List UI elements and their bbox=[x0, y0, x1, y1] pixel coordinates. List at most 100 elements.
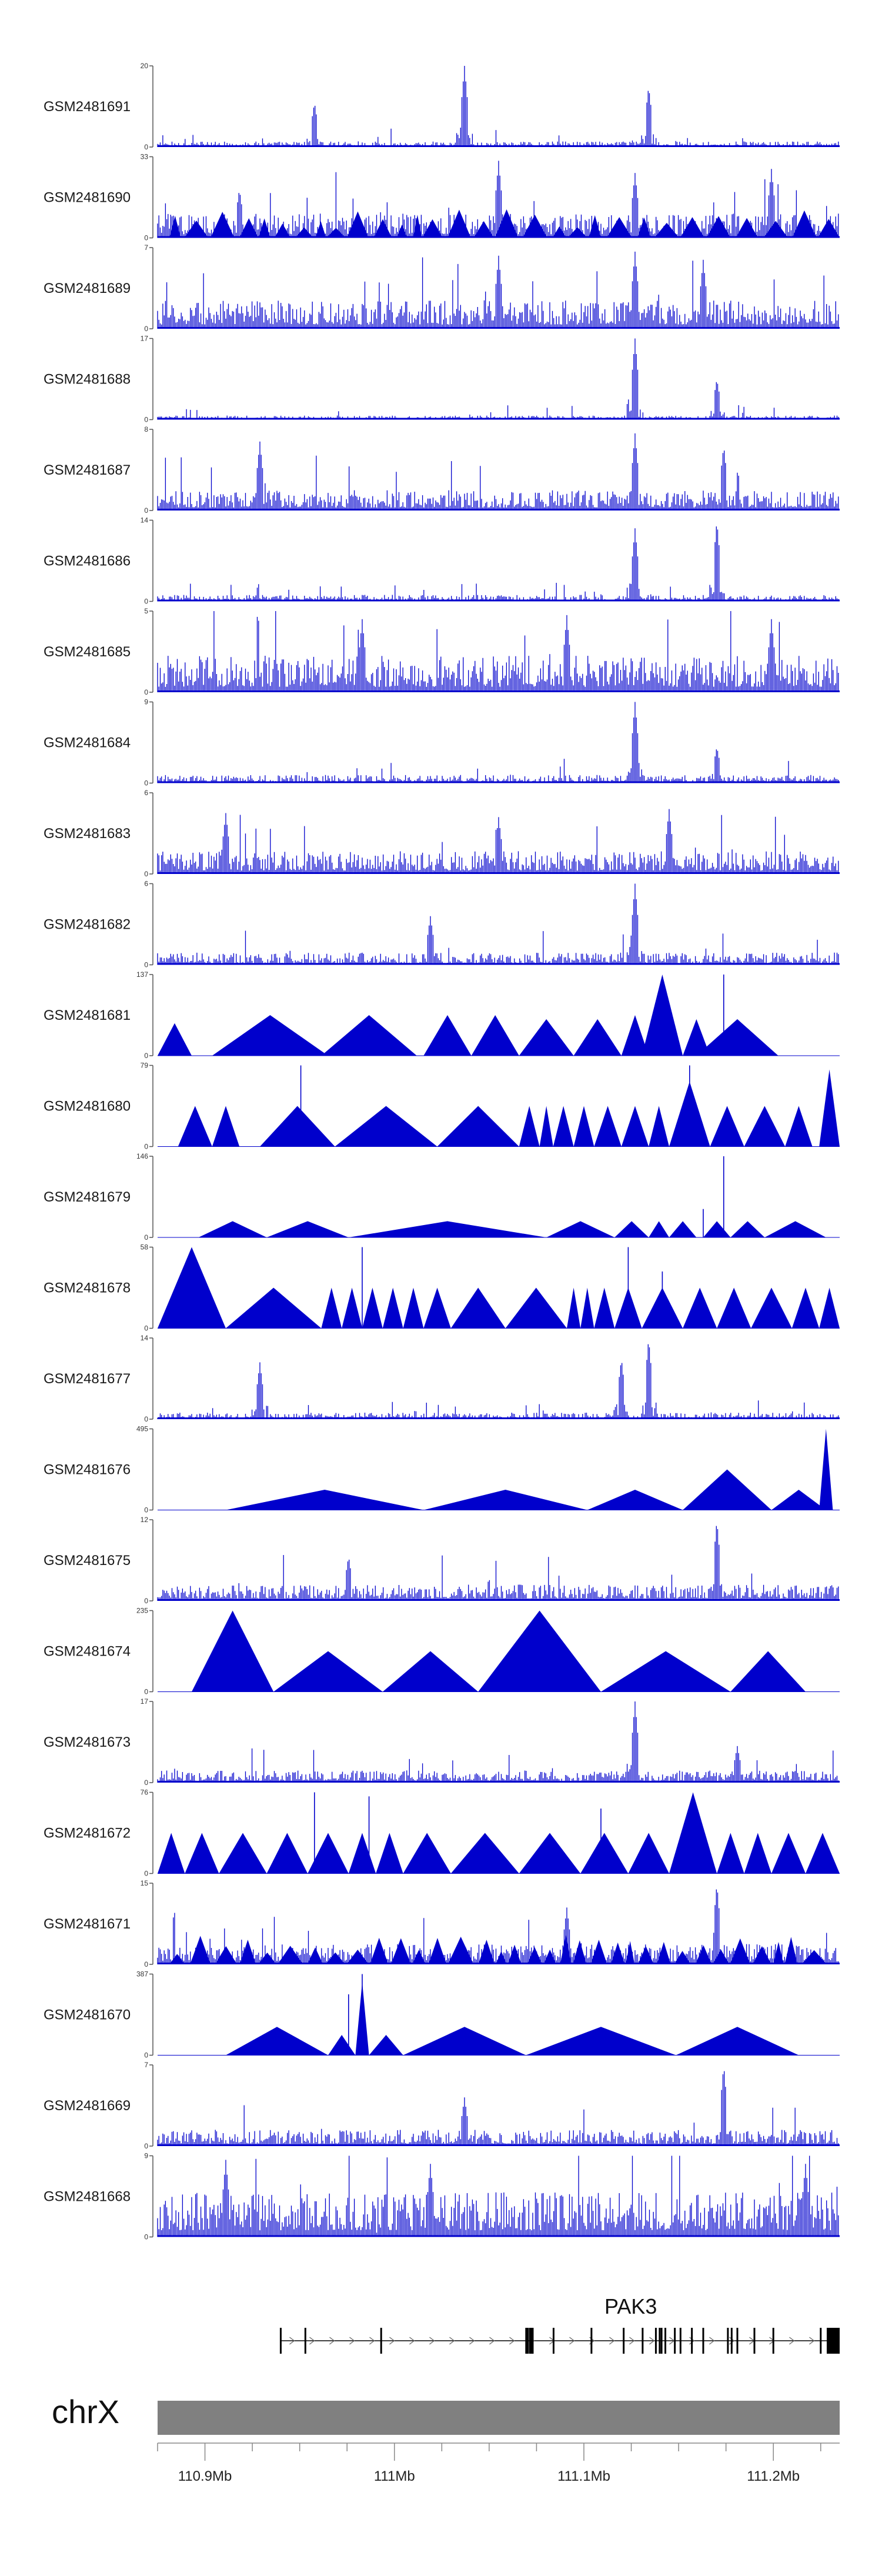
signal-peak bbox=[342, 1287, 362, 1329]
signal-peak bbox=[423, 1287, 451, 1329]
signal-plot bbox=[157, 1526, 840, 1601]
signal-peak bbox=[710, 1106, 744, 1147]
signal-peak bbox=[567, 227, 587, 238]
y-max-label: 495 bbox=[136, 1425, 148, 1433]
axis-tick-label: 111.2Mb bbox=[747, 2468, 800, 2484]
signal-peak bbox=[785, 1106, 813, 1147]
signal-peak bbox=[654, 222, 679, 238]
signal-peak bbox=[621, 1106, 649, 1147]
track-label: GSM2481690 bbox=[44, 190, 131, 206]
signal-peak bbox=[792, 210, 817, 238]
strand-arrow bbox=[349, 2337, 355, 2345]
y-min-label: 0 bbox=[144, 779, 148, 788]
signal-peak bbox=[674, 1951, 691, 1964]
track-label: GSM2481670 bbox=[44, 2007, 131, 2023]
gene-exon bbox=[532, 2328, 534, 2354]
signal-peak bbox=[676, 2027, 799, 2056]
y-max-label: 17 bbox=[141, 335, 149, 343]
signal-plot bbox=[157, 526, 840, 602]
track-GSM2481670: GSM2481670 387 0 bbox=[44, 1970, 840, 2060]
signal-plot bbox=[157, 702, 840, 783]
y-min-label: 0 bbox=[144, 1143, 148, 1151]
signal-peak bbox=[649, 1221, 669, 1237]
y-min-label: 0 bbox=[144, 143, 148, 151]
signal-peak bbox=[519, 1106, 540, 1147]
strand-arrow bbox=[409, 2337, 415, 2345]
gene-exon bbox=[730, 2328, 733, 2354]
y-max-label: 8 bbox=[144, 425, 148, 433]
track-label: GSM2481678 bbox=[44, 1280, 131, 1296]
signal-peak bbox=[373, 219, 392, 238]
signal-plot bbox=[158, 1429, 840, 1510]
signal-peak bbox=[158, 1247, 226, 1329]
strand-arrow bbox=[449, 2337, 455, 2345]
y-max-label: 12 bbox=[141, 1516, 149, 1524]
track-label: GSM2481671 bbox=[44, 1916, 131, 1932]
signal-bars bbox=[157, 433, 839, 510]
track-label: GSM2481672 bbox=[44, 1826, 131, 1841]
signal-peak bbox=[278, 1946, 303, 1964]
strand-arrow bbox=[429, 2337, 435, 2345]
gene-exon bbox=[691, 2328, 693, 2354]
gene-exon bbox=[525, 2328, 529, 2354]
y-min-label: 0 bbox=[144, 506, 148, 515]
signal-bars bbox=[157, 883, 839, 965]
signal-bars bbox=[157, 1701, 839, 1783]
signal-peak bbox=[382, 1287, 403, 1329]
signal-peak bbox=[553, 1106, 574, 1147]
signal-peak bbox=[696, 1019, 779, 1056]
signal-peak bbox=[447, 1936, 474, 1964]
gene-name-label: PAK3 bbox=[604, 2294, 657, 2318]
signal-peak bbox=[412, 1950, 426, 1964]
signal-peak bbox=[190, 1936, 211, 1964]
gene-exon bbox=[529, 2328, 533, 2354]
signal-peak bbox=[590, 1940, 607, 1964]
signal-peak bbox=[657, 1941, 671, 1964]
signal-peak bbox=[158, 1023, 192, 1056]
signal-peak bbox=[471, 1015, 519, 1056]
y-min-label: 0 bbox=[144, 598, 148, 606]
signal-peak bbox=[295, 227, 313, 238]
signal-peak bbox=[260, 1106, 335, 1147]
signal-peak bbox=[274, 223, 291, 238]
signal-peak bbox=[335, 1106, 437, 1147]
signal-bars bbox=[157, 702, 839, 783]
signal-peak bbox=[192, 1610, 274, 1692]
gene-exon bbox=[304, 2328, 306, 2354]
signal-peak bbox=[621, 1015, 649, 1056]
signal-peak bbox=[594, 1287, 615, 1329]
signal-peak bbox=[382, 1651, 479, 1692]
signal-peak bbox=[348, 1833, 376, 1874]
signal-peak bbox=[683, 1469, 771, 1510]
strand-arrow bbox=[789, 2337, 795, 2345]
signal-plot bbox=[158, 1247, 840, 1329]
signal-plot bbox=[158, 1610, 840, 1692]
y-min-label: 0 bbox=[144, 1415, 148, 1423]
track-label: GSM2481676 bbox=[44, 1462, 131, 1478]
signal-peak bbox=[573, 1019, 622, 1056]
track-GSM2481672: GSM2481672 76 0 bbox=[44, 1788, 840, 1878]
track-GSM2481668: GSM2481668 9 0 bbox=[44, 2152, 840, 2241]
signal-peak bbox=[473, 221, 494, 238]
signal-plot bbox=[157, 66, 840, 147]
track-GSM2481683: GSM2481683 6 0 bbox=[44, 789, 840, 878]
signal-peak bbox=[348, 1221, 547, 1237]
track-label: GSM2481668 bbox=[44, 2189, 131, 2205]
signal-plot bbox=[157, 2155, 840, 2237]
gene-track: PAK3 bbox=[279, 2294, 840, 2354]
strand-arrow bbox=[509, 2337, 515, 2345]
gene-exon bbox=[623, 2328, 625, 2354]
signal-peak bbox=[169, 1954, 185, 1964]
track-label: GSM2481674 bbox=[44, 1644, 131, 1660]
signal-peak bbox=[519, 1833, 581, 1874]
y-min-label: 0 bbox=[144, 1506, 148, 1514]
track-label: GSM2481689 bbox=[44, 281, 131, 296]
signal-peak bbox=[669, 1221, 697, 1237]
signal-peak bbox=[712, 1949, 730, 1964]
y-max-label: 137 bbox=[136, 970, 148, 979]
signal-peak bbox=[266, 1221, 349, 1237]
signal-peak bbox=[560, 1934, 572, 1964]
gene-exon bbox=[727, 2328, 729, 2354]
signal-peak bbox=[669, 1792, 717, 1874]
